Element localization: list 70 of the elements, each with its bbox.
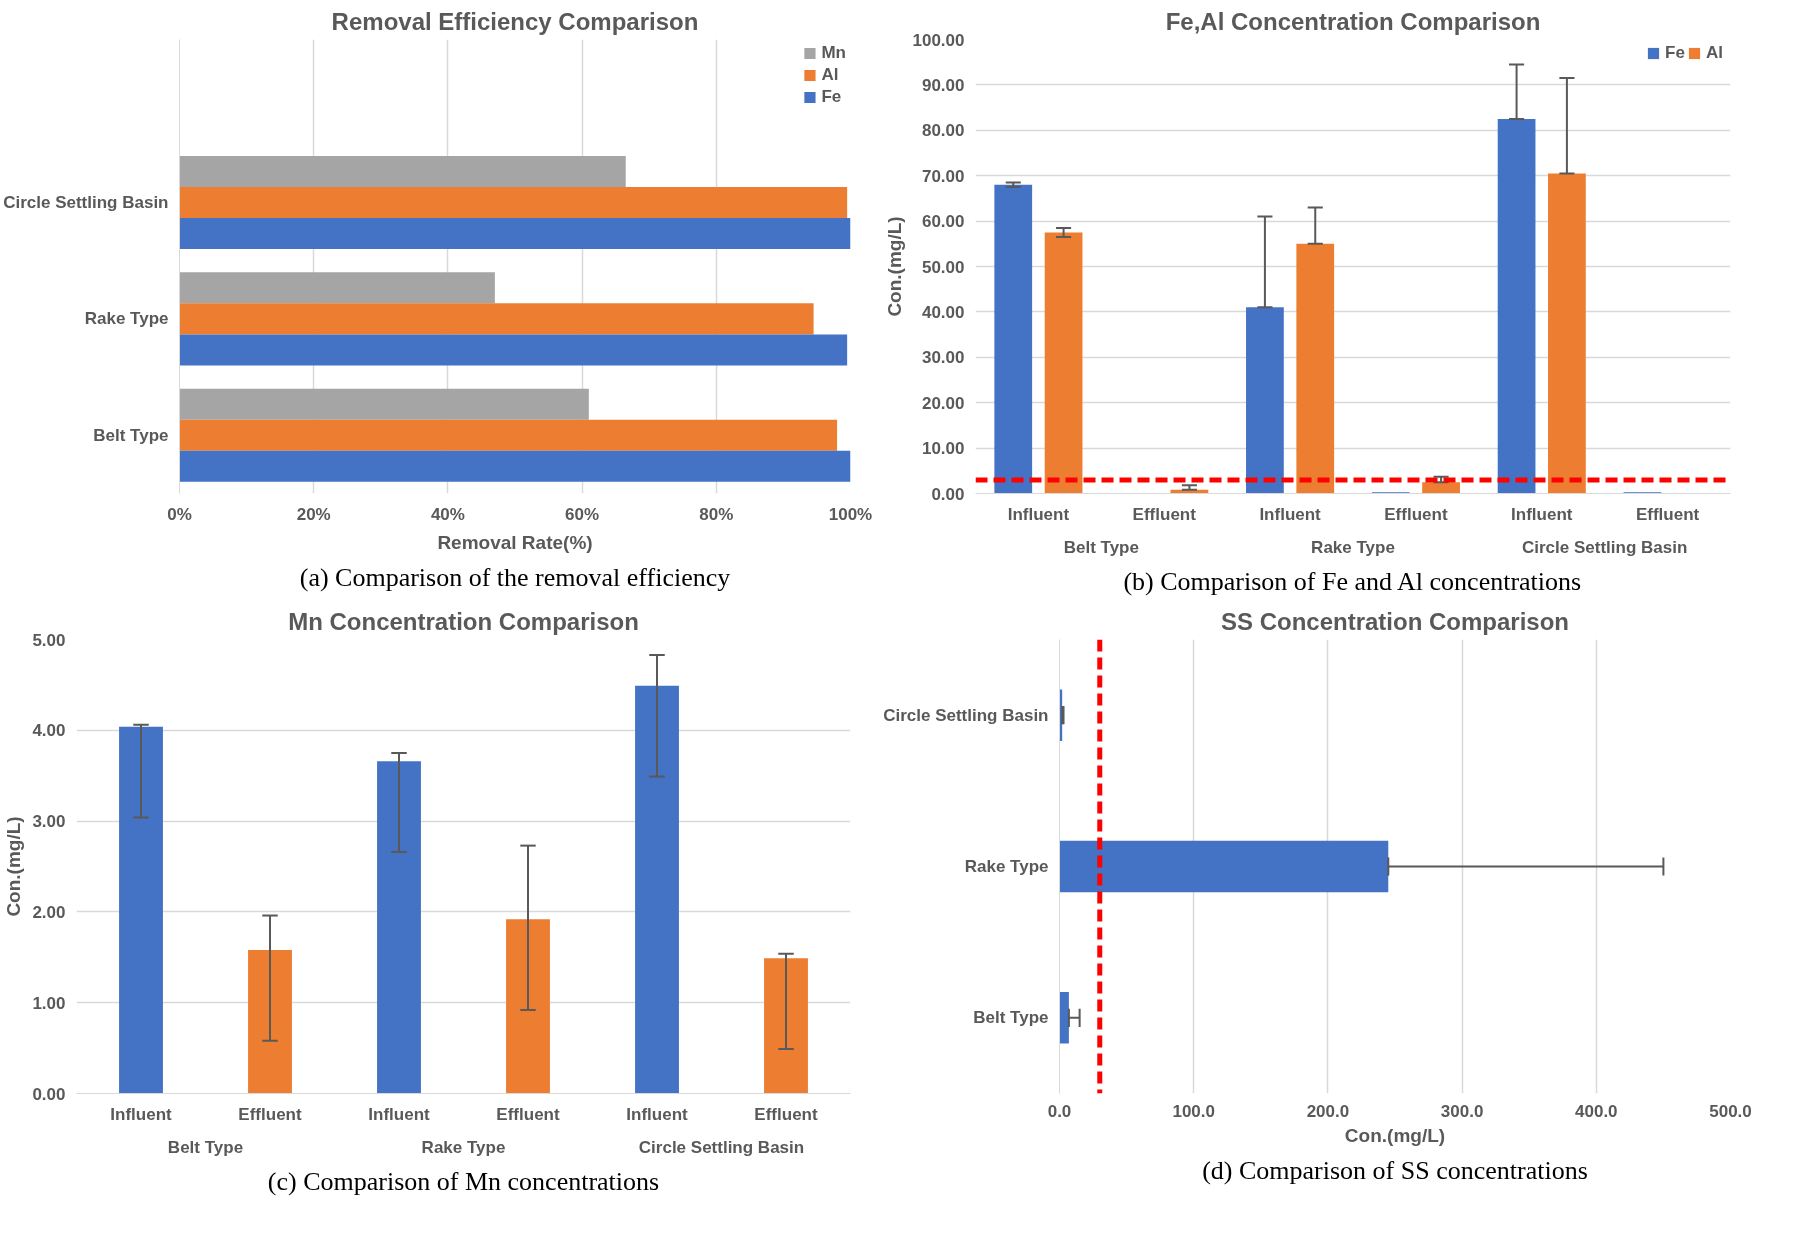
x-tick-label: Influent	[368, 1104, 431, 1124]
x-tick-label: 300.0	[1440, 1101, 1484, 1121]
text: Circle Settling Basin	[638, 1137, 805, 1157]
y-tick-label: 30.00	[921, 348, 965, 368]
y-tick-label: 0.00	[32, 1084, 66, 1104]
y-tick-label: Belt Type	[973, 1008, 1049, 1028]
x-tick-label: Influent	[1259, 504, 1322, 524]
legend-label: Al	[1706, 43, 1724, 63]
y-tick-label: 20.00	[921, 393, 965, 413]
y-tick-label: 60.00	[921, 212, 965, 232]
text: Belt Type	[167, 1137, 244, 1157]
y-tick-label: 5.00	[32, 630, 66, 650]
y-tick-label: 70.00	[921, 166, 965, 186]
y-axis-title: Con.(mg/L)	[3, 816, 25, 917]
text: (a) Comparison of the removal efficiency	[299, 562, 731, 592]
text: Circle Settling Basin	[1522, 537, 1688, 557]
x-tick-label: Effluent	[754, 1104, 818, 1124]
y-tick-label: 90.00	[921, 75, 965, 95]
chart-title: SS Concentration Comparison	[1220, 607, 1570, 635]
y-tick-label: Circle Settling Basin	[3, 192, 169, 212]
chart-title: Removal Efficiency Comparison	[331, 7, 699, 35]
x-axis-title: Con.(mg/L)	[1344, 1124, 1446, 1146]
y-tick-label: 100.00	[912, 30, 965, 50]
y-tick-label: Circle Settling Basin	[883, 705, 1049, 725]
x-axis-title: Removal Rate(%)	[437, 531, 593, 553]
x-tick-label: Effluent	[238, 1104, 302, 1124]
x-tick-label: 20%	[296, 504, 331, 524]
y-axis-title: Con.(mg/L)	[883, 216, 905, 317]
legend-label: Al	[821, 65, 840, 85]
x-tick-label: 80%	[699, 504, 734, 524]
y-tick-label: 4.00	[32, 721, 66, 741]
text: (c) Comparison of Mn concentrations	[267, 1166, 660, 1196]
chart-title: Mn Concentration Comparison	[288, 607, 639, 635]
x-tick-label: 0%	[167, 504, 192, 524]
x-tick-label: 40%	[430, 504, 465, 524]
text: (d) Comparison of SS concentrations	[1202, 1155, 1588, 1185]
x-tick-label: 0.0	[1047, 1101, 1072, 1121]
x-tick-label: Effluent	[1132, 504, 1197, 524]
x-tick-label: 60%	[565, 504, 600, 524]
legend-label: Fe	[1665, 43, 1685, 63]
y-tick-label: Rake Type	[84, 309, 169, 329]
x-tick-label: 500.0	[1709, 1101, 1752, 1121]
legend-label: Fe	[821, 87, 842, 107]
y-tick-label: 2.00	[32, 902, 66, 922]
text: (b) Comparison of Fe and Al concentrations	[1123, 566, 1582, 596]
x-tick-label: Influent	[626, 1104, 689, 1124]
y-tick-label: 40.00	[921, 302, 965, 322]
text: Rake Type	[421, 1137, 506, 1157]
y-tick-label: Belt Type	[93, 425, 169, 445]
y-tick-label: 50.00	[921, 257, 965, 277]
x-tick-label: Effluent	[496, 1104, 560, 1124]
x-tick-label: 400.0	[1575, 1101, 1618, 1121]
x-tick-label: 100.0	[1172, 1101, 1215, 1121]
x-tick-label: 100%	[828, 504, 873, 524]
x-tick-label: Effluent	[1635, 504, 1700, 524]
y-tick-label: Rake Type	[964, 857, 1049, 876]
text: Rake Type	[1311, 537, 1395, 557]
x-tick-label: 200.0	[1306, 1101, 1350, 1121]
chart-title: Fe,Al Concentration Comparison	[1165, 7, 1541, 35]
y-tick-label: 3.00	[32, 812, 66, 832]
x-tick-label: Effluent	[1384, 504, 1448, 524]
text: Belt Type	[1063, 537, 1139, 557]
x-tick-label: Influent	[1511, 504, 1573, 524]
x-tick-label: Influent	[1007, 504, 1070, 524]
y-tick-label: 0.00	[931, 484, 965, 504]
x-tick-label: Influent	[110, 1104, 173, 1124]
y-tick-label: 80.00	[921, 121, 965, 141]
y-tick-label: 10.00	[921, 439, 965, 459]
y-tick-label: 1.00	[32, 993, 66, 1013]
legend-label: Mn	[821, 43, 846, 63]
